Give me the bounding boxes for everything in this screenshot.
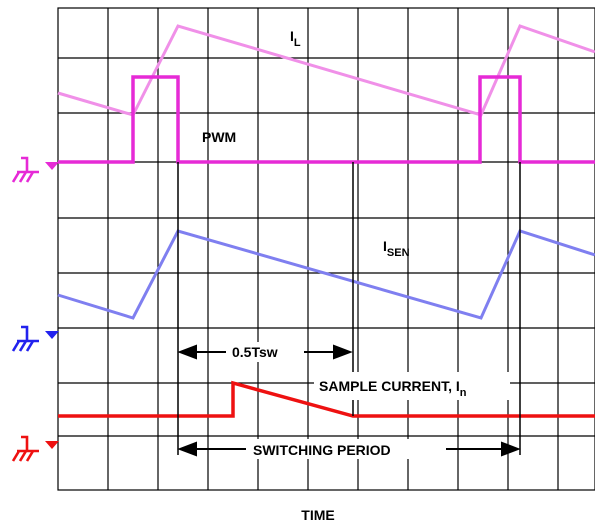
sense-current-label: ISEN (383, 238, 410, 259)
x-axis-label: TIME (301, 507, 334, 522)
inductor-current-label: IL (290, 28, 301, 49)
sense-current-waveform (58, 231, 595, 318)
dimension-arrows (180, 346, 518, 455)
half-period-arrowhead-left (180, 346, 196, 358)
switching-period-arrowhead-right (502, 443, 518, 455)
timing-marker-lines (178, 162, 520, 455)
pwm-label: PWM (202, 129, 236, 145)
inductor-current-waveform (58, 26, 595, 115)
ground-symbol-icon (13, 327, 59, 351)
switching-period-arrowhead-left (180, 443, 196, 455)
ground-symbol-icon (13, 158, 59, 182)
pwm-waveform (58, 77, 595, 162)
ground-symbol-icon (13, 437, 59, 461)
half-period-label: 0.5Tsw (232, 344, 278, 360)
half-period-arrowhead-right (334, 346, 350, 358)
switching-period-label: SWITCHING PERIOD (253, 442, 391, 458)
